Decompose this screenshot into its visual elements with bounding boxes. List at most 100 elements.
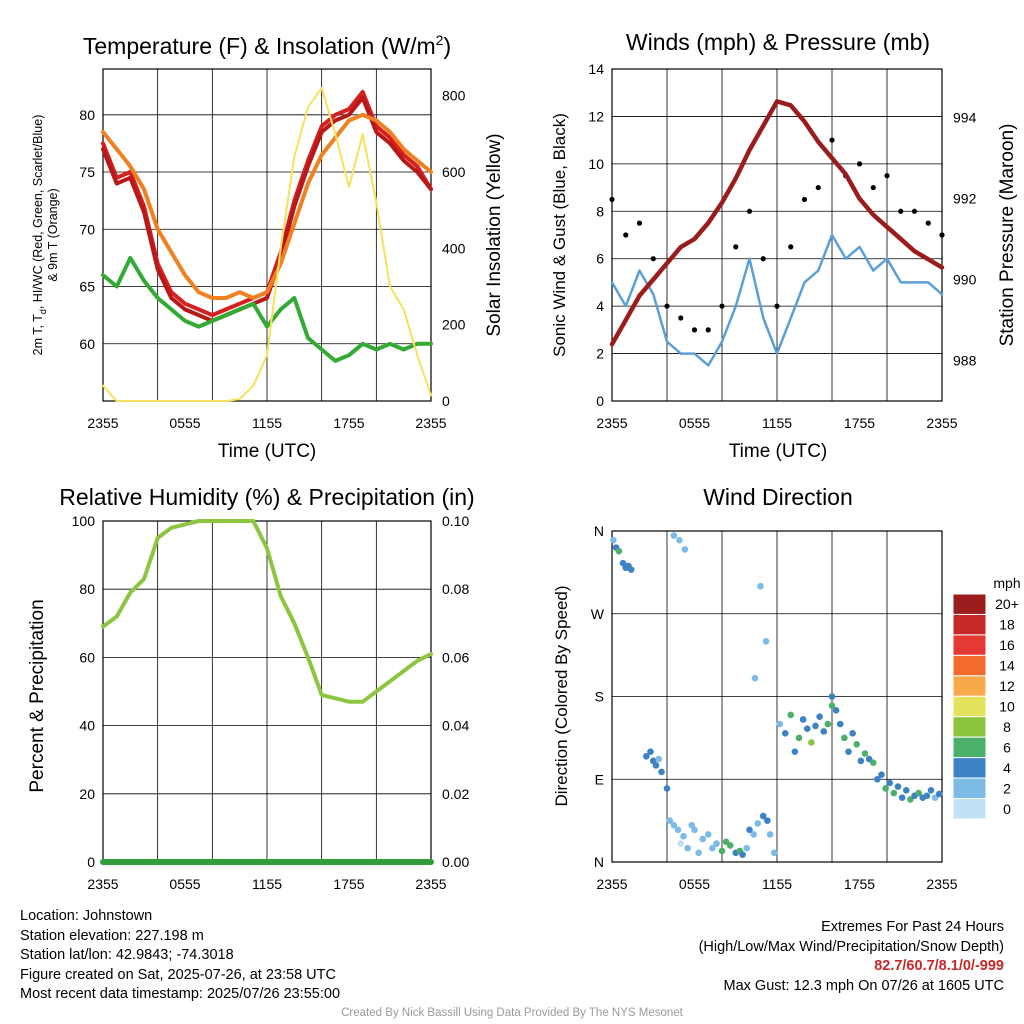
wind-x-tick-label: 2355 xyxy=(926,415,957,431)
direction-point xyxy=(627,566,635,573)
direction-point xyxy=(894,783,902,790)
direction-point xyxy=(684,844,691,852)
temp-x-tick-label: 2355 xyxy=(87,415,118,431)
wind-xlabel: Time (UTC) xyxy=(729,441,828,462)
direction-point xyxy=(670,821,678,829)
gust-marker xyxy=(829,137,835,143)
direction-point xyxy=(677,840,685,847)
wind-x-tick-label: 2355 xyxy=(596,415,627,431)
wind-y-tick-label: 10 xyxy=(588,156,604,172)
gust-marker xyxy=(801,196,808,203)
wind-y2-tick-label: 988 xyxy=(953,353,977,369)
temp-ylabel: 2m T, Td, HI/WC (Red, Green, Scarlet/Blu… xyxy=(31,115,48,356)
direction-point xyxy=(743,844,751,852)
colorbar-label: 4 xyxy=(1003,760,1011,776)
direction-point xyxy=(787,711,795,719)
recent-timestamp: Most recent data timestamp: 2025/07/26 2… xyxy=(20,986,341,1003)
colorbar-label: 0 xyxy=(1003,801,1011,817)
direction-point xyxy=(718,847,726,855)
direction-point xyxy=(861,750,869,757)
rh-y2-tick-label: 0.04 xyxy=(442,718,469,734)
direction-point xyxy=(836,720,844,728)
wind-y-tick-label: 14 xyxy=(588,61,604,77)
wind-y-tick-label: 8 xyxy=(596,203,604,219)
colorbar-label: 12 xyxy=(999,678,1015,694)
gust-marker xyxy=(678,315,684,321)
temp-y-tick-label: 80 xyxy=(79,107,95,123)
direction-point xyxy=(691,826,698,834)
direction-point xyxy=(652,762,660,769)
dir-x-tick-label: 2355 xyxy=(596,876,627,892)
temp-y-tick-label: 70 xyxy=(79,221,95,237)
wind-y2-tick-label: 992 xyxy=(953,191,977,207)
gust-marker xyxy=(623,232,629,238)
direction-point xyxy=(751,674,759,682)
direction-point xyxy=(658,768,665,776)
direction-point xyxy=(615,547,623,555)
direction-point xyxy=(874,775,881,783)
credit-line: Created By Nick Bassill Using Data Provi… xyxy=(341,1007,683,1019)
rh-y2-tick-label: 0.10 xyxy=(442,513,469,529)
direction-point xyxy=(759,812,767,820)
colorbar-swatch xyxy=(952,634,987,656)
wind-series-pressure xyxy=(609,99,945,347)
gust-marker xyxy=(636,220,643,226)
direction-point xyxy=(663,785,671,792)
direction-point xyxy=(808,739,815,746)
rh-y2-tick-label: 0.08 xyxy=(442,581,469,597)
wind-x-tick-label: 0555 xyxy=(679,415,710,431)
gust-marker xyxy=(650,256,656,262)
colorbar-label: 8 xyxy=(1003,719,1011,735)
direction-point xyxy=(674,826,682,834)
direction-point xyxy=(676,536,683,544)
direction-point xyxy=(770,849,778,857)
station-location: Location: Johnstown xyxy=(20,908,153,924)
temp-series-insolation xyxy=(102,87,432,402)
dir-ylabel: Direction (Colored By Speed) xyxy=(552,585,571,806)
dir-y-tick-label: N xyxy=(594,854,604,870)
wind-y-tick-label: 2 xyxy=(596,346,604,362)
gust-marker xyxy=(774,303,780,309)
direction-point xyxy=(666,817,674,824)
temp-y-tick-label: 60 xyxy=(79,336,95,352)
colorbar-label: 2 xyxy=(1003,780,1011,796)
station-elevation: Station elevation: 227.198 m xyxy=(20,927,204,944)
wind-x-tick-label: 1755 xyxy=(844,415,875,431)
direction-point xyxy=(647,748,654,755)
direction-point xyxy=(812,722,819,730)
direction-point xyxy=(923,792,931,800)
direction-point xyxy=(882,785,889,792)
colorbar-label: 6 xyxy=(1003,739,1011,755)
direction-point xyxy=(776,720,784,728)
rh-panel-title: Relative Humidity (%) & Precipitation (i… xyxy=(59,484,474,510)
colorbar-swatch xyxy=(952,757,987,779)
colorbar-swatch xyxy=(952,654,987,677)
direction-point xyxy=(927,786,935,794)
direction-point xyxy=(791,748,799,755)
direction-point xyxy=(704,831,712,838)
direction-point xyxy=(853,741,861,748)
rh-y-tick-label: 0 xyxy=(87,854,95,870)
wind-series-speed xyxy=(610,233,944,367)
temp-series-td xyxy=(101,255,433,363)
temp-y2label: Solar Insolation (Yellow) xyxy=(484,133,505,336)
wind-y-tick-label: 12 xyxy=(588,108,604,124)
direction-point xyxy=(695,849,702,857)
direction-point xyxy=(739,851,746,858)
rh-y-tick-label: 40 xyxy=(79,718,95,734)
wind-y-tick-label: 4 xyxy=(596,298,604,314)
colorbar-label: 18 xyxy=(999,617,1015,633)
gust-marker xyxy=(760,256,766,262)
direction-point xyxy=(902,786,910,794)
direction-point xyxy=(915,789,922,797)
direction-point xyxy=(799,716,807,723)
rh-x-tick-label: 0555 xyxy=(169,876,200,892)
rh-x-tick-label: 2355 xyxy=(87,876,118,892)
gust-marker xyxy=(870,184,876,191)
direction-point xyxy=(849,729,856,737)
gust-marker xyxy=(925,220,931,226)
colorbar-swatch xyxy=(952,777,987,800)
rh-y2-tick-label: 0.00 xyxy=(442,854,469,870)
colorbar-swatch xyxy=(952,736,987,759)
direction-point xyxy=(757,582,764,590)
